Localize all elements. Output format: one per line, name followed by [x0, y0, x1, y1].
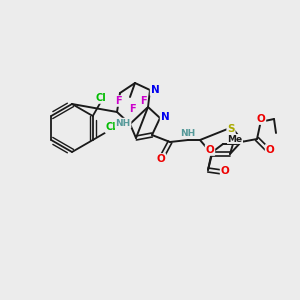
Text: Me: Me [227, 134, 243, 143]
Text: O: O [157, 154, 165, 164]
Text: F: F [140, 96, 146, 106]
Text: F: F [129, 104, 135, 114]
Text: N: N [151, 85, 159, 95]
Text: NH: NH [180, 128, 196, 137]
Text: Cl: Cl [105, 122, 116, 132]
Text: Cl: Cl [95, 93, 106, 103]
Text: O: O [220, 166, 230, 176]
Text: S: S [227, 124, 235, 134]
Text: NH: NH [116, 118, 130, 127]
Text: N: N [160, 112, 169, 122]
Text: O: O [256, 114, 266, 124]
Text: F: F [115, 96, 121, 106]
Text: O: O [266, 145, 274, 155]
Text: O: O [206, 145, 214, 155]
